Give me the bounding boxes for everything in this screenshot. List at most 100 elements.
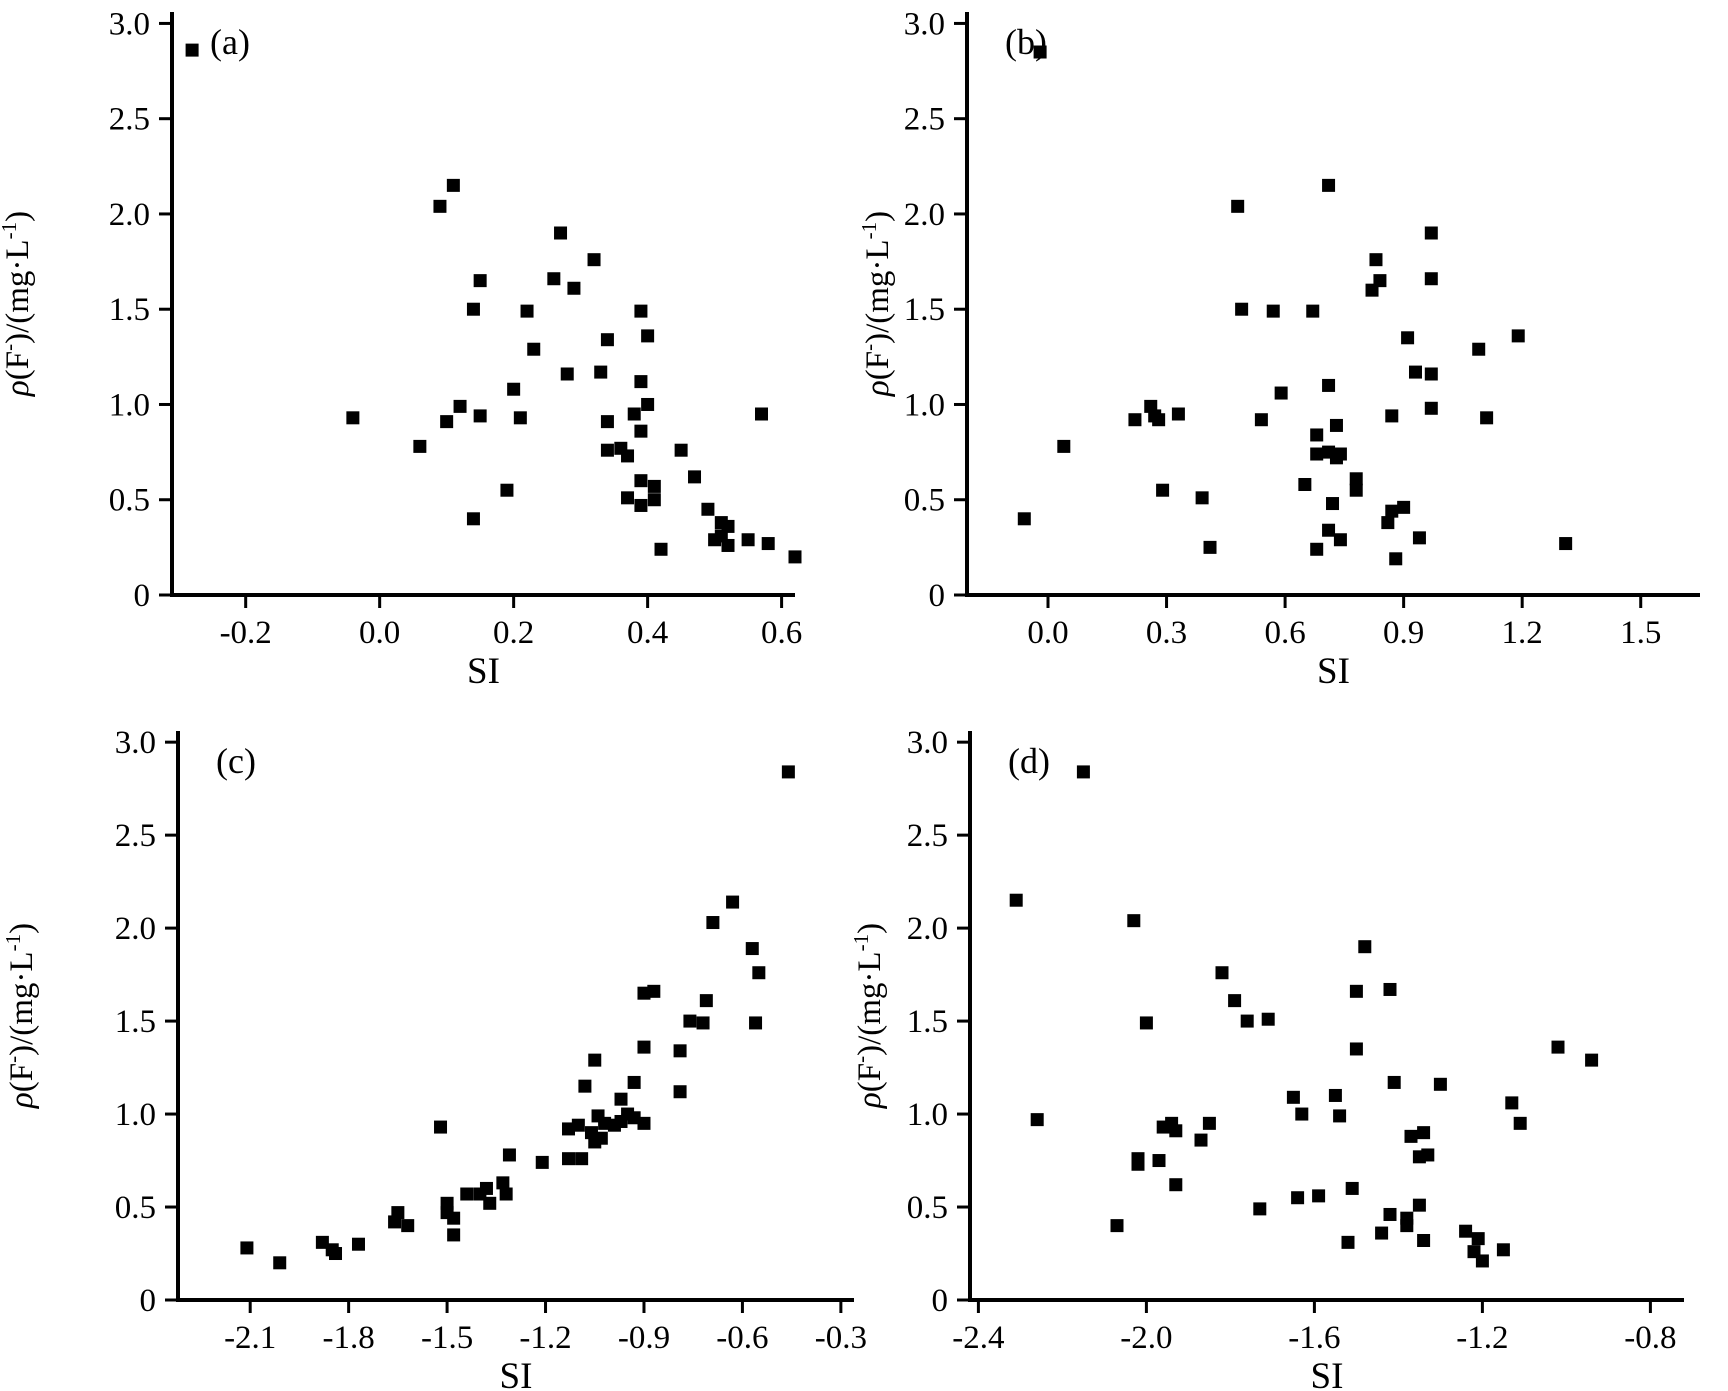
panel-c-data-point (699, 994, 713, 1008)
panel-c-data-point (315, 1235, 329, 1249)
panel-b-data-point (1195, 491, 1209, 505)
panel-b-data-point (1424, 367, 1438, 381)
panel-a-data-point (600, 443, 614, 457)
panel-c-data-point (562, 1152, 576, 1166)
panel-b-y-tick-label: 0 (929, 578, 946, 614)
panel-d-data-point (1253, 1202, 1267, 1216)
panel-c-y-tick-label: 1.5 (115, 1004, 156, 1040)
panel-d-data-point (1261, 1012, 1275, 1026)
panel-c-y-tick-label: 0 (140, 1283, 157, 1319)
panel-d-y-tick-label: 0.5 (907, 1190, 948, 1226)
panel-c-data-point (329, 1247, 343, 1261)
panel-c-data-point (673, 1085, 687, 1099)
panel-b-data-point (1322, 523, 1336, 537)
panel-b-y-tick-label: 2.5 (904, 102, 945, 138)
panel-d-y-tick-label: 1.5 (907, 1004, 948, 1040)
panel-a-data-point (600, 415, 614, 429)
panel-c-data-point (588, 1053, 602, 1067)
panel-c-x-tick-label: -0.9 (618, 1320, 670, 1356)
panel-c-data-point (434, 1120, 448, 1134)
panel-d-data-point (1383, 1207, 1397, 1221)
panel-c-y-tick-label: 2.0 (115, 911, 156, 947)
panel-b-data-point (1231, 199, 1245, 213)
panel-a-data-point (708, 533, 722, 547)
panel-c-data-point (637, 986, 651, 1000)
panel-d-data-point (1202, 1116, 1216, 1130)
panel-d-y-tick-label: 2.0 (907, 911, 948, 947)
panel-b-data-point (1373, 274, 1387, 288)
panel-a-data-point (520, 304, 534, 318)
panel-d-data-point (1471, 1232, 1485, 1246)
panel-b-x-tick-label: 1.2 (1502, 615, 1543, 651)
panel-b-x-tick-label: 0.6 (1264, 615, 1305, 651)
panel-c-data-point (706, 916, 720, 930)
panel-d-y-tick-label: 3.0 (907, 725, 948, 761)
panel-a-x-tick-label: -0.2 (220, 615, 272, 651)
panel-a-data-point (788, 550, 802, 564)
panel-a-data-point (567, 281, 581, 295)
panel-b-data-point (1412, 531, 1426, 545)
panel-d-data-point (1345, 1181, 1359, 1195)
panel-b-data-point (1333, 533, 1347, 547)
panel-c-y-tick-label: 2.5 (115, 818, 156, 854)
panel-c-x-tick-label: -1.5 (421, 1320, 473, 1356)
panel-a-data-point (473, 274, 487, 288)
panel-a-y-tick-label: 2.0 (109, 197, 150, 233)
panel-d-data-point (1139, 1016, 1153, 1030)
panel-a-y-tick-label: 2.5 (109, 102, 150, 138)
panel-d-data-point (1228, 994, 1242, 1008)
panel-c-data-point (460, 1187, 474, 1201)
panel-a-data-point (674, 443, 688, 457)
panel-d-data-point (1291, 1191, 1305, 1205)
panel-b-data-point (1274, 386, 1288, 400)
panel-c-data-point (496, 1176, 510, 1190)
panel-d-data-point (1194, 1133, 1208, 1147)
panel-b-data-point (1033, 45, 1047, 59)
panel-d-x-tick-label: -0.8 (1624, 1320, 1676, 1356)
panel-c-data-point (571, 1118, 585, 1132)
panel-c-data-point (473, 1187, 487, 1201)
panel-b-data-point (1424, 226, 1438, 240)
panel-b-y-tick-label: 2.0 (904, 197, 945, 233)
panel-b-data-point (1152, 413, 1166, 427)
panel-a-data-point (621, 449, 635, 463)
panel-d-x-axis-title: SI (1311, 1356, 1344, 1391)
panel-b-x-tick-label: 0.0 (1027, 615, 1068, 651)
panel-d-data-point (1417, 1233, 1431, 1247)
panel-a-data-point (527, 342, 541, 356)
panel-d-data-point (1076, 765, 1090, 779)
panel-c-data-point (447, 1228, 461, 1242)
panel-d-data-point (1421, 1148, 1435, 1162)
panel-d-y-tick-label: 2.5 (907, 818, 948, 854)
panel-d-data-point (1505, 1096, 1519, 1110)
panel-b-data-point (1349, 483, 1363, 497)
panel-c-data-point (726, 895, 740, 909)
panel-a-y-axis-title: ρ(F-)/(mg·L-1) (0, 211, 36, 397)
panel-a-data-point (688, 470, 702, 484)
panel-a-data-point (600, 333, 614, 347)
panel-c-data-point (637, 1116, 651, 1130)
panel-b-data-point (1322, 378, 1336, 392)
panel-a-data-point (647, 493, 661, 507)
panel-a-data-point (634, 375, 648, 389)
panel-c-data-point (401, 1219, 415, 1233)
panel-a-data-point (466, 302, 480, 316)
panel-d-data-point (1358, 940, 1372, 954)
panel-c-data-point (535, 1155, 549, 1169)
panel-a-data-point (185, 43, 199, 57)
panel-c-x-tick-label: -0.3 (815, 1320, 867, 1356)
panel-a-data-point (413, 439, 427, 453)
panel-b-label: (b) (1005, 22, 1047, 62)
panel-c-data-point (637, 1040, 651, 1054)
panel-b-data-point (1385, 504, 1399, 518)
panel-a-data-point (346, 411, 360, 425)
panel-c-data-point (598, 1116, 612, 1130)
panel-a-x-tick-label: 0.2 (493, 615, 534, 651)
panel-d-data-point (1131, 1157, 1145, 1171)
panel-a-data-point (621, 491, 635, 505)
panel-c-data-point (351, 1237, 365, 1251)
panel-b-data-point (1511, 329, 1525, 343)
panel-c-data-point (745, 942, 759, 956)
panel-b-data-point (1017, 512, 1031, 526)
panel-a-data-point (634, 304, 648, 318)
